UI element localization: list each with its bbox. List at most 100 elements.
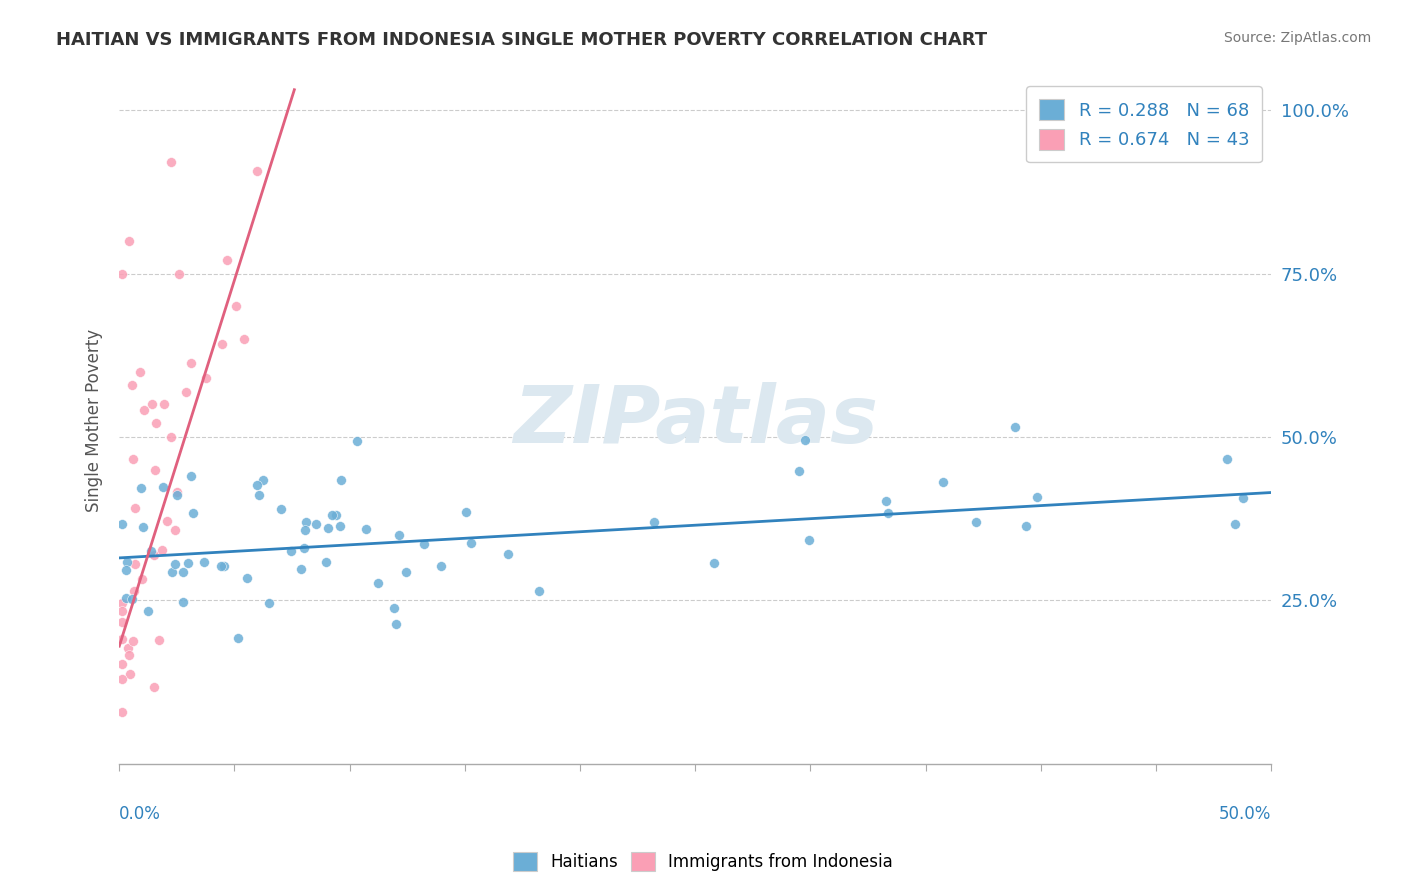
Point xyxy=(496,547,519,561)
Point xyxy=(225,299,247,313)
Point xyxy=(1025,491,1047,505)
Point xyxy=(460,535,482,549)
Point xyxy=(152,480,174,494)
Point xyxy=(169,267,191,281)
Point xyxy=(118,648,141,662)
Point xyxy=(160,155,183,169)
Point xyxy=(1004,420,1026,434)
Point xyxy=(875,493,897,508)
Point xyxy=(315,555,337,569)
Point xyxy=(305,517,328,532)
Point xyxy=(110,705,132,719)
Point xyxy=(643,515,665,529)
Point xyxy=(145,416,167,430)
Point xyxy=(110,657,132,671)
Point xyxy=(136,604,159,618)
Point xyxy=(294,515,316,529)
Legend: R = 0.288   N = 68, R = 0.674   N = 43: R = 0.288 N = 68, R = 0.674 N = 43 xyxy=(1026,87,1263,162)
Point xyxy=(139,544,162,558)
Point xyxy=(346,434,368,448)
Point xyxy=(132,403,155,417)
Point xyxy=(703,556,725,570)
Point xyxy=(152,397,174,411)
Point xyxy=(329,473,352,487)
Point xyxy=(121,377,143,392)
Point xyxy=(172,595,194,609)
Point xyxy=(294,523,316,537)
Text: HAITIAN VS IMMIGRANTS FROM INDONESIA SINGLE MOTHER POVERTY CORRELATION CHART: HAITIAN VS IMMIGRANTS FROM INDONESIA SIN… xyxy=(56,31,987,49)
Point xyxy=(382,601,405,615)
Point xyxy=(215,252,238,267)
Point xyxy=(181,506,204,520)
Point xyxy=(794,434,817,448)
Point xyxy=(965,516,987,530)
Point xyxy=(280,543,302,558)
Point xyxy=(316,521,339,535)
Point xyxy=(876,506,898,520)
Point xyxy=(211,337,233,351)
Point xyxy=(110,267,132,281)
Point xyxy=(124,501,146,516)
Point xyxy=(1216,452,1239,467)
Point xyxy=(797,533,820,547)
Point xyxy=(129,365,152,379)
Point xyxy=(121,592,143,607)
Point xyxy=(246,164,269,178)
Point xyxy=(252,473,274,487)
Point xyxy=(121,633,143,648)
Point xyxy=(163,558,186,572)
Point xyxy=(142,548,165,562)
Point xyxy=(117,641,139,656)
Point xyxy=(143,463,166,477)
Point xyxy=(122,584,145,599)
Point xyxy=(529,583,551,598)
Point xyxy=(118,666,141,681)
Point xyxy=(931,475,953,489)
Point xyxy=(180,469,202,483)
Point xyxy=(110,517,132,532)
Text: 0.0%: 0.0% xyxy=(120,805,162,823)
Point xyxy=(1232,491,1254,505)
Point xyxy=(247,488,270,502)
Point xyxy=(290,562,312,576)
Point xyxy=(114,564,136,578)
Point xyxy=(110,615,132,629)
Point xyxy=(226,632,249,646)
Point xyxy=(395,566,418,580)
Text: Source: ZipAtlas.com: Source: ZipAtlas.com xyxy=(1223,31,1371,45)
Point xyxy=(156,515,179,529)
Point xyxy=(148,632,170,647)
Point xyxy=(259,596,281,610)
Point xyxy=(180,356,202,370)
Point xyxy=(367,575,389,590)
Point xyxy=(212,558,235,573)
Point xyxy=(160,430,183,444)
Point xyxy=(209,558,232,573)
Point xyxy=(789,464,811,478)
Text: ZIPatlas: ZIPatlas xyxy=(513,382,877,459)
Point xyxy=(172,565,194,579)
Point xyxy=(111,672,134,686)
Point xyxy=(110,604,132,618)
Legend: Haitians, Immigrants from Indonesia: Haitians, Immigrants from Indonesia xyxy=(505,843,901,880)
Point xyxy=(354,522,377,536)
Point xyxy=(117,234,139,248)
Point xyxy=(176,385,198,400)
Y-axis label: Single Mother Poverty: Single Mother Poverty xyxy=(86,329,103,512)
Point xyxy=(270,502,292,516)
Point xyxy=(115,555,138,569)
Point xyxy=(110,596,132,610)
Point xyxy=(454,505,477,519)
Point xyxy=(388,528,411,542)
Point xyxy=(115,591,138,606)
Point xyxy=(166,488,188,502)
Point xyxy=(384,616,406,631)
Point xyxy=(430,558,453,573)
Point xyxy=(166,485,188,500)
Point xyxy=(232,332,254,346)
Point xyxy=(194,371,217,385)
Text: 50.0%: 50.0% xyxy=(1219,805,1271,823)
Point xyxy=(124,557,146,571)
Point xyxy=(141,397,163,411)
Point xyxy=(132,519,155,533)
